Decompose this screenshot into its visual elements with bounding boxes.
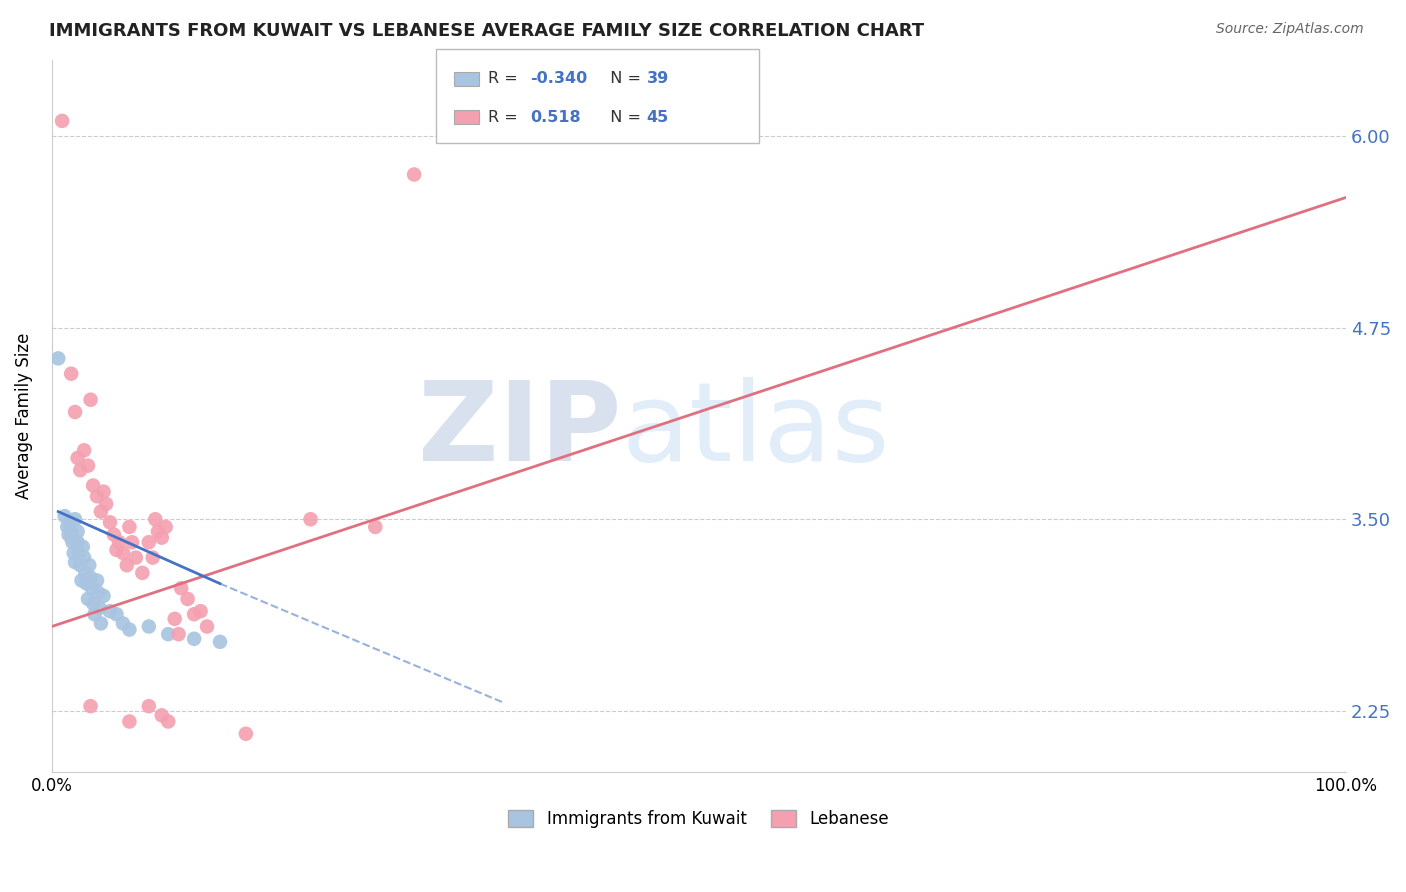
Point xyxy=(73,443,96,458)
Point xyxy=(73,550,96,565)
Legend: Immigrants from Kuwait, Lebanese: Immigrants from Kuwait, Lebanese xyxy=(502,804,896,835)
Point xyxy=(66,535,89,549)
Point xyxy=(157,627,180,641)
Point xyxy=(83,607,105,622)
Point xyxy=(105,607,128,622)
Point xyxy=(63,405,86,419)
Point xyxy=(86,489,108,503)
Point xyxy=(208,635,231,649)
Point xyxy=(108,535,131,549)
Point xyxy=(146,524,169,539)
Point xyxy=(77,591,100,606)
Point xyxy=(93,589,115,603)
Point xyxy=(62,546,84,560)
Text: R =: R = xyxy=(488,71,523,87)
Text: 0.518: 0.518 xyxy=(530,110,581,125)
Point xyxy=(63,512,86,526)
Point xyxy=(103,527,125,541)
Point xyxy=(142,550,165,565)
Point xyxy=(94,497,117,511)
Point xyxy=(62,535,84,549)
Point xyxy=(90,505,112,519)
Point xyxy=(163,612,186,626)
Point xyxy=(138,699,160,714)
Point xyxy=(58,527,80,541)
Text: 45: 45 xyxy=(647,110,669,125)
Text: N =: N = xyxy=(600,71,647,87)
Text: atlas: atlas xyxy=(621,376,890,483)
Point xyxy=(111,616,134,631)
Point xyxy=(86,574,108,588)
Point xyxy=(66,450,89,465)
Point xyxy=(138,619,160,633)
Point xyxy=(111,546,134,560)
Y-axis label: Average Family Size: Average Family Size xyxy=(15,333,32,499)
Point xyxy=(118,520,141,534)
Point xyxy=(77,558,100,573)
Point xyxy=(150,531,173,545)
Text: ZIP: ZIP xyxy=(418,376,621,483)
Point xyxy=(98,604,121,618)
Point xyxy=(56,520,79,534)
Point xyxy=(70,574,93,588)
Point xyxy=(125,550,148,565)
Point xyxy=(183,632,205,646)
Point xyxy=(76,576,98,591)
Text: -0.340: -0.340 xyxy=(530,71,588,87)
Point xyxy=(72,540,94,554)
Point xyxy=(63,555,86,569)
Point xyxy=(67,546,90,560)
Point xyxy=(89,601,111,615)
Point xyxy=(195,619,218,633)
Point xyxy=(131,566,153,580)
Point xyxy=(121,535,143,549)
Point xyxy=(105,542,128,557)
Point xyxy=(118,714,141,729)
Point xyxy=(138,535,160,549)
Point xyxy=(69,463,91,477)
Point xyxy=(82,597,104,611)
Point xyxy=(183,607,205,622)
Point xyxy=(53,509,76,524)
Point xyxy=(87,586,110,600)
Point xyxy=(170,581,193,595)
Point xyxy=(80,581,103,595)
Point xyxy=(82,478,104,492)
Text: R =: R = xyxy=(488,110,527,125)
Point xyxy=(167,627,190,641)
Point xyxy=(143,512,166,526)
Point xyxy=(299,512,322,526)
Text: IMMIGRANTS FROM KUWAIT VS LEBANESE AVERAGE FAMILY SIZE CORRELATION CHART: IMMIGRANTS FROM KUWAIT VS LEBANESE AVERA… xyxy=(49,22,924,40)
Point xyxy=(46,351,69,366)
Point xyxy=(79,570,101,584)
Point xyxy=(51,114,73,128)
Text: N =: N = xyxy=(600,110,647,125)
Point xyxy=(93,484,115,499)
Point xyxy=(190,604,212,618)
Point xyxy=(90,616,112,631)
Point xyxy=(77,458,100,473)
Point xyxy=(75,566,97,580)
Point xyxy=(60,524,83,539)
Point xyxy=(115,558,138,573)
Point xyxy=(60,531,83,545)
Point xyxy=(66,524,89,539)
Point xyxy=(59,516,82,530)
Point xyxy=(98,516,121,530)
Point xyxy=(79,699,101,714)
Point xyxy=(79,392,101,407)
Point xyxy=(235,727,257,741)
Point xyxy=(155,520,177,534)
Point xyxy=(60,367,83,381)
Point xyxy=(157,714,180,729)
Point xyxy=(176,591,198,606)
Point xyxy=(118,623,141,637)
Point xyxy=(150,708,173,723)
Point xyxy=(364,520,387,534)
Text: Source: ZipAtlas.com: Source: ZipAtlas.com xyxy=(1216,22,1364,37)
Point xyxy=(69,558,91,573)
Point xyxy=(404,168,426,182)
Text: 39: 39 xyxy=(647,71,669,87)
